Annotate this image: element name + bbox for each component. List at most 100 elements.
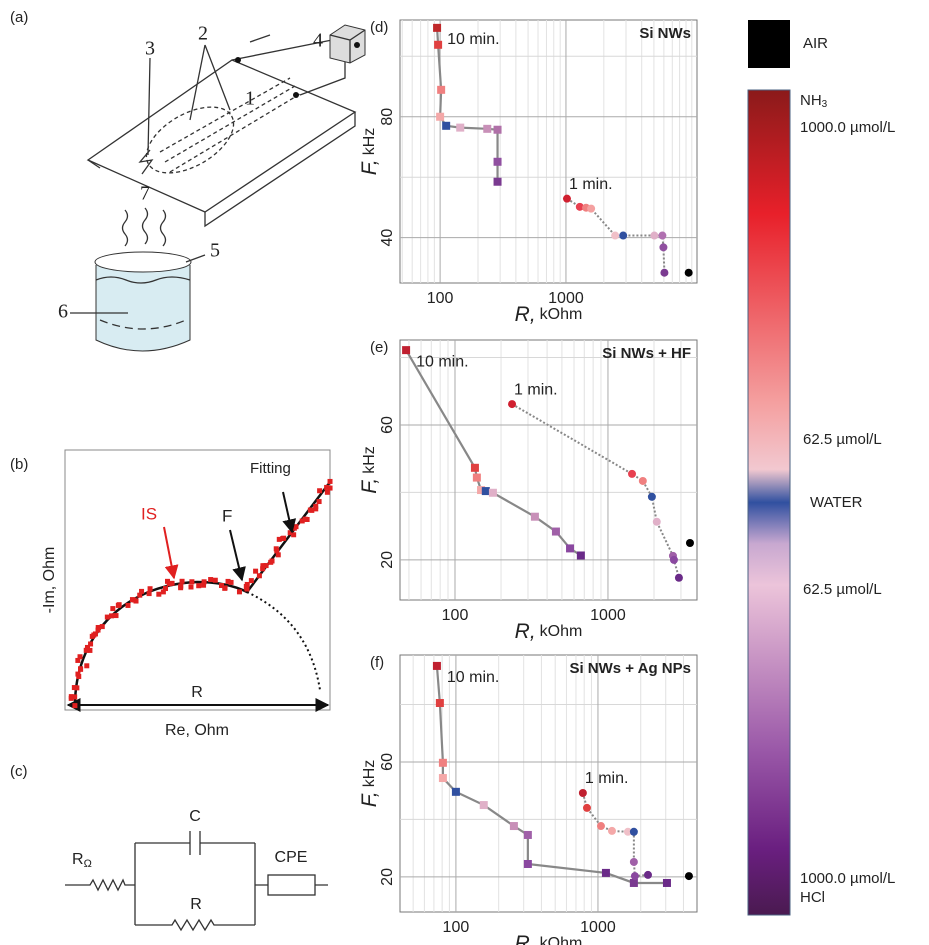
axis-symbol: F, — [358, 791, 381, 807]
axis-symbol: R, — [515, 303, 536, 326]
impedance-point — [196, 583, 202, 589]
series-annotation: 10 min. — [447, 669, 499, 686]
x-tick-label: 1000 — [548, 290, 584, 307]
impedance-point — [222, 585, 228, 591]
impedance-point — [115, 602, 121, 608]
impedance-point — [302, 516, 308, 522]
y-tick-label: 20 — [379, 868, 396, 886]
x-axis-label: R, kOhm — [515, 932, 583, 945]
data-point — [638, 476, 647, 485]
impedance-point — [317, 488, 323, 494]
component-label: CPE — [275, 849, 308, 866]
data-point — [629, 827, 638, 836]
air-swatch — [748, 20, 790, 68]
series-annotation: 10 min. — [416, 353, 468, 370]
data-point — [601, 868, 610, 877]
data-point — [669, 555, 678, 564]
impedance-point — [156, 591, 162, 597]
part-number: 4 — [313, 30, 323, 52]
data-point — [551, 527, 560, 536]
panel-label: (d) — [370, 19, 388, 36]
y-tick-label: 60 — [379, 416, 396, 434]
impedance-point — [316, 499, 322, 505]
data-point — [523, 830, 532, 839]
y-tick-label: 60 — [379, 753, 396, 771]
axis-symbol: F, — [358, 478, 381, 494]
data-point — [658, 231, 667, 240]
colorbar-label: 62.5 µmol/L — [803, 431, 882, 448]
y-axis-label: F, kHz — [358, 446, 381, 494]
series-annotation: 10 min. — [447, 31, 499, 48]
axis-unit: kOhm — [540, 306, 583, 323]
part-number: 6 — [58, 301, 68, 323]
impedance-point — [189, 579, 195, 585]
part-number: 3 — [145, 38, 155, 60]
x-tick-label: 100 — [443, 919, 470, 936]
y-tick-label: 40 — [379, 229, 396, 247]
impedance-point — [179, 578, 185, 584]
impedance-point — [244, 586, 250, 592]
data-point — [652, 517, 661, 526]
impedance-point — [327, 485, 333, 491]
series-line — [435, 665, 667, 885]
data-point — [493, 125, 502, 134]
impedance-point — [166, 581, 172, 587]
y-tick-label: 80 — [379, 108, 396, 126]
axis-unit: kOhm — [540, 623, 583, 640]
impedance-point — [139, 588, 145, 594]
data-point — [456, 123, 465, 132]
impedance-point — [146, 591, 152, 597]
colorbar-label: 62.5 µmol/L — [803, 581, 882, 598]
impedance-point — [75, 657, 81, 663]
impedance-point — [261, 563, 267, 569]
annotation: R — [191, 684, 203, 701]
annotation: F — [222, 506, 232, 525]
impedance-point — [71, 685, 77, 691]
impedance-point — [133, 598, 139, 604]
data-point — [438, 758, 447, 767]
impedance-point — [84, 644, 90, 650]
impedance-point — [313, 503, 319, 509]
colorbar-label: 1000.0 µmol/L — [800, 870, 895, 887]
data-point — [481, 487, 490, 496]
component-label: C — [189, 808, 201, 825]
part-number: 1 — [245, 88, 255, 110]
impedance-point — [253, 568, 259, 574]
y-tick-label: 20 — [379, 551, 396, 569]
data-point — [508, 400, 517, 409]
x-axis-label: Re, Ohm — [165, 722, 229, 739]
data-point — [607, 826, 616, 835]
impedance-point — [74, 685, 80, 691]
data-point — [650, 231, 659, 240]
impedance-point — [269, 558, 275, 564]
colorbar-label: HCl — [800, 889, 825, 906]
chart-title: Si NWs — [639, 25, 691, 42]
impedance-point — [109, 613, 115, 619]
axis-symbol: R, — [515, 932, 536, 945]
data-point — [472, 473, 481, 482]
impedance-point — [104, 614, 110, 620]
colorbar-label: WATER — [810, 494, 863, 511]
panel-label: (b) — [10, 456, 28, 473]
impedance-point — [72, 694, 78, 700]
data-point — [470, 463, 479, 472]
annotation: IS — [141, 504, 157, 523]
data-point — [493, 177, 502, 186]
impedance-point — [75, 671, 81, 677]
impedance-point — [188, 584, 194, 590]
data-point — [582, 803, 591, 812]
impedance-point — [72, 703, 78, 709]
impedance-point — [84, 663, 90, 669]
series-annotation: 1 min. — [585, 770, 629, 787]
impedance-point — [276, 536, 282, 542]
data-point — [488, 488, 497, 497]
impedance-point — [77, 654, 83, 660]
data-point — [674, 573, 683, 582]
data-point — [647, 492, 656, 501]
impedance-point — [274, 548, 280, 554]
impedance-point — [228, 579, 234, 585]
impedance-point — [88, 641, 94, 647]
data-point — [483, 124, 492, 133]
component-label: RΩ — [72, 851, 92, 870]
